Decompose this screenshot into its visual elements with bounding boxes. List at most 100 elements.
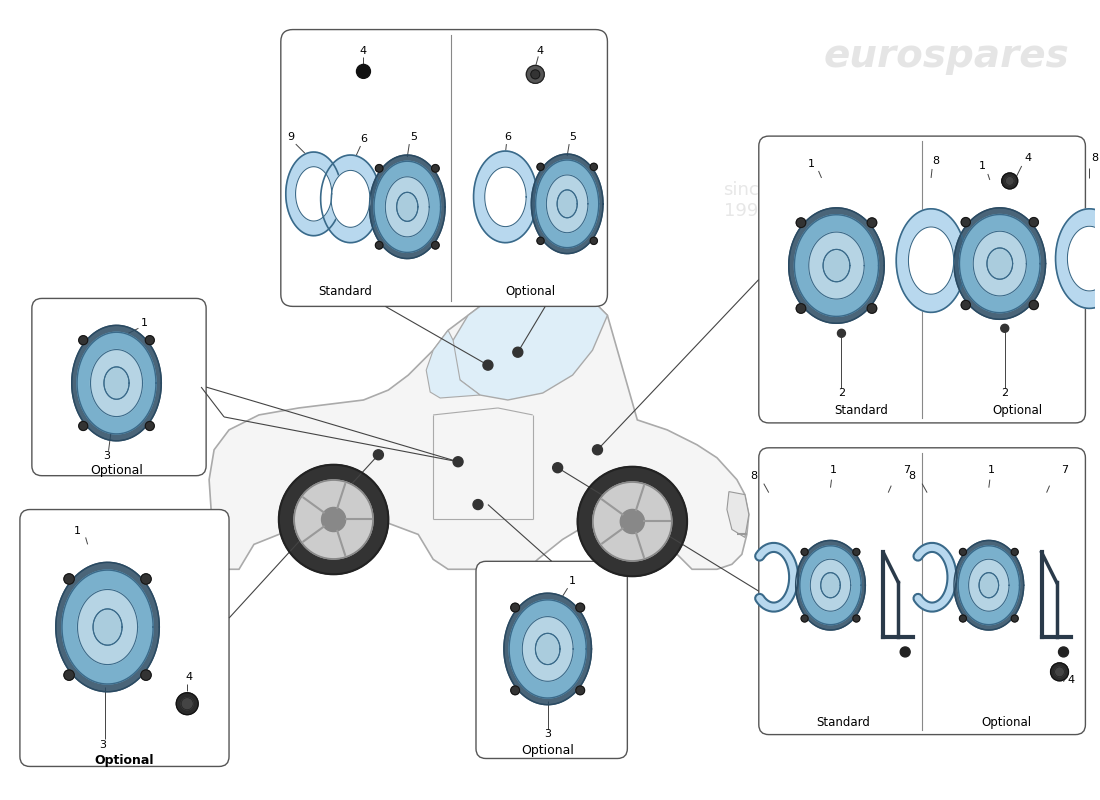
Circle shape (801, 549, 808, 555)
Circle shape (356, 65, 371, 78)
Circle shape (373, 450, 384, 460)
Text: Optional: Optional (521, 744, 574, 757)
Text: 3: 3 (544, 729, 551, 738)
Circle shape (1058, 647, 1068, 657)
Circle shape (837, 330, 846, 338)
Polygon shape (536, 160, 598, 248)
Polygon shape (77, 332, 156, 434)
Polygon shape (94, 609, 122, 645)
Polygon shape (974, 231, 1026, 296)
Polygon shape (385, 177, 429, 237)
Polygon shape (504, 593, 592, 705)
Polygon shape (987, 248, 1013, 279)
Text: Standard: Standard (835, 405, 889, 418)
Circle shape (959, 615, 967, 622)
Circle shape (1001, 324, 1009, 332)
Circle shape (852, 615, 860, 622)
Circle shape (1030, 218, 1038, 226)
Polygon shape (795, 541, 866, 630)
Polygon shape (385, 177, 429, 237)
Polygon shape (90, 350, 143, 417)
Polygon shape (789, 208, 884, 323)
Circle shape (141, 574, 151, 584)
Circle shape (510, 603, 519, 612)
FancyBboxPatch shape (20, 510, 229, 766)
Polygon shape (727, 492, 749, 538)
Polygon shape (954, 541, 1024, 630)
Circle shape (591, 238, 597, 244)
Circle shape (1005, 177, 1014, 186)
Text: 6: 6 (504, 132, 510, 142)
Text: 6: 6 (360, 134, 367, 144)
FancyBboxPatch shape (759, 136, 1086, 423)
Circle shape (526, 66, 544, 83)
Polygon shape (794, 214, 879, 316)
Circle shape (537, 238, 544, 244)
Text: 8: 8 (933, 156, 939, 166)
Polygon shape (808, 232, 865, 299)
Text: 1: 1 (808, 159, 815, 169)
Text: Optional: Optional (981, 716, 1032, 729)
Text: 4: 4 (360, 46, 367, 57)
Circle shape (375, 165, 383, 172)
Circle shape (531, 70, 540, 79)
Polygon shape (974, 231, 1026, 296)
Polygon shape (426, 330, 480, 398)
Polygon shape (90, 350, 143, 417)
Polygon shape (800, 546, 861, 625)
Text: 8: 8 (1091, 153, 1098, 163)
Polygon shape (811, 559, 850, 611)
Circle shape (552, 462, 562, 473)
Polygon shape (969, 559, 1009, 611)
Circle shape (796, 304, 806, 314)
Text: a passion for perfection: a passion for perfection (312, 510, 543, 529)
Circle shape (182, 698, 194, 710)
Circle shape (1055, 667, 1065, 677)
FancyBboxPatch shape (759, 448, 1086, 734)
Circle shape (321, 507, 345, 531)
Circle shape (141, 670, 151, 680)
Text: 5: 5 (410, 132, 417, 142)
Circle shape (959, 549, 967, 555)
FancyBboxPatch shape (476, 562, 627, 758)
Polygon shape (397, 192, 418, 222)
Circle shape (852, 549, 860, 555)
Polygon shape (958, 546, 1020, 625)
Circle shape (145, 422, 154, 430)
Polygon shape (104, 367, 129, 399)
FancyBboxPatch shape (32, 298, 206, 476)
Polygon shape (296, 166, 332, 221)
Circle shape (294, 480, 373, 559)
Circle shape (591, 163, 597, 170)
Circle shape (1050, 663, 1068, 681)
Polygon shape (448, 289, 607, 400)
Polygon shape (522, 617, 573, 682)
Circle shape (375, 242, 383, 249)
Text: 5: 5 (570, 132, 576, 142)
Polygon shape (896, 209, 966, 312)
Polygon shape (56, 562, 160, 692)
Text: 2: 2 (838, 388, 845, 398)
Polygon shape (509, 600, 586, 698)
Polygon shape (370, 155, 446, 258)
Polygon shape (531, 154, 603, 254)
Text: Optional: Optional (90, 464, 143, 478)
Circle shape (483, 360, 493, 370)
Circle shape (1011, 549, 1019, 555)
Circle shape (64, 574, 75, 584)
Text: Standard: Standard (319, 285, 373, 298)
Text: 3: 3 (103, 450, 110, 461)
Text: 1: 1 (830, 465, 837, 474)
Circle shape (1002, 173, 1018, 189)
Text: eurospares: eurospares (287, 458, 569, 501)
Circle shape (176, 693, 198, 714)
Circle shape (278, 465, 388, 574)
Circle shape (796, 218, 806, 227)
Polygon shape (909, 227, 954, 294)
Circle shape (145, 336, 154, 345)
Circle shape (578, 466, 688, 576)
Text: 8: 8 (909, 470, 915, 481)
Text: 7: 7 (1060, 465, 1068, 474)
Polygon shape (62, 570, 153, 684)
Polygon shape (209, 289, 749, 570)
